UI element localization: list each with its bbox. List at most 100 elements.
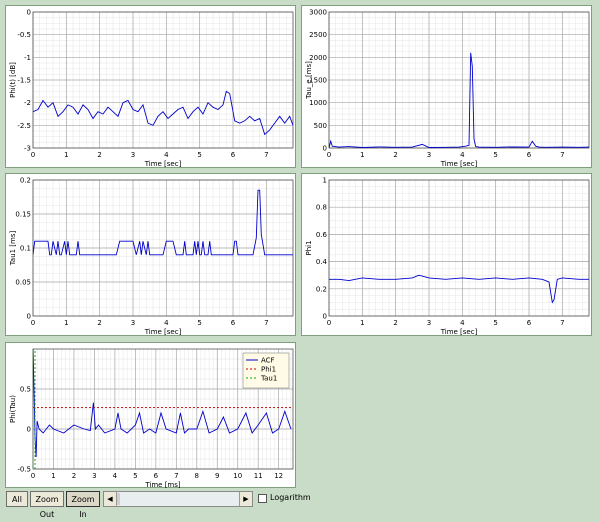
y-tick-label: 1 bbox=[323, 177, 327, 185]
scroll-left-icon[interactable]: ◀ bbox=[104, 492, 117, 506]
y-tick-label: 2500 bbox=[309, 31, 327, 39]
y-tick-label: 0 bbox=[323, 145, 327, 153]
y-tick-label: 500 bbox=[314, 122, 327, 130]
x-tick-label: 4 bbox=[164, 319, 169, 327]
x-tick-label: 4 bbox=[460, 151, 465, 159]
x-tick-label: 3 bbox=[427, 319, 431, 327]
x-tick-label: 7 bbox=[264, 151, 268, 159]
y-axis-label: Phi1 bbox=[305, 240, 313, 255]
x-tick-label: 10 bbox=[233, 472, 242, 480]
x-tick-label: 6 bbox=[154, 472, 159, 480]
y-tick-label: 3000 bbox=[309, 9, 327, 17]
y-tick-label: 0.6 bbox=[316, 231, 328, 239]
chart-tau1: 0 1 2 3 4 5 6 7 0 0.05 0.1 0.15 0.2 Time [sec] Tau1 [m… bbox=[5, 173, 296, 336]
x-axis-label: Time [sec] bbox=[440, 160, 478, 168]
zoom-in-button[interactable]: Zoom In bbox=[66, 491, 100, 519]
x-axis-label: Time [sec] bbox=[440, 328, 478, 336]
x-tick-label: 0 bbox=[327, 319, 331, 327]
y-axis-label: Tau1 [ms] bbox=[9, 231, 17, 267]
x-axis-label: Time [sec] bbox=[144, 328, 182, 336]
y-tick-label: 0 bbox=[27, 313, 31, 321]
x-tick-label: 5 bbox=[493, 319, 497, 327]
y-tick-label: 0.8 bbox=[316, 204, 327, 212]
x-tick-label: 1 bbox=[360, 319, 364, 327]
y-axis-label: Tau_e [ms] bbox=[305, 61, 313, 100]
scroll-right-icon[interactable]: ▶ bbox=[239, 492, 252, 506]
x-tick-label: 0 bbox=[327, 151, 331, 159]
horizontal-scrollbar[interactable]: ◀ ▶ bbox=[103, 491, 253, 507]
x-tick-label: 6 bbox=[231, 319, 236, 327]
x-tick-label: 3 bbox=[131, 319, 135, 327]
x-tick-label: 1 bbox=[360, 151, 364, 159]
y-tick-label: -3 bbox=[24, 145, 31, 153]
y-tick-label: 2000 bbox=[309, 54, 327, 62]
plot-frame bbox=[328, 11, 590, 149]
x-tick-label: 11 bbox=[254, 472, 263, 480]
chart-svg-phi1: 0 1 2 3 4 5 6 7 0 0.2 0.4 0.6 0.8 1 Time [sec] Phi1 bbox=[305, 177, 590, 336]
scroll-thumb[interactable] bbox=[117, 493, 120, 505]
series-line-0 bbox=[329, 52, 589, 148]
x-tick-label: 3 bbox=[92, 472, 96, 480]
x-tick-label: 4 bbox=[460, 319, 465, 327]
x-tick-label: 4 bbox=[113, 472, 118, 480]
x-tick-label: 9 bbox=[215, 472, 219, 480]
y-tick-label: 0 bbox=[27, 9, 31, 17]
x-tick-label: 5 bbox=[493, 151, 497, 159]
series-line-0 bbox=[33, 189, 293, 256]
legend-entry: Tau1 bbox=[260, 375, 277, 383]
x-tick-label: 6 bbox=[527, 151, 532, 159]
chart-phi-t: 0 1 2 3 4 5 6 7 0 -0.5 -1 -1.5 -2 -2.5 -3 Time [sec] Phi… bbox=[5, 5, 296, 168]
y-axis-label: Phi(Tau) bbox=[9, 395, 17, 423]
y-tick-label: 0.5 bbox=[20, 386, 31, 394]
x-tick-label: 1 bbox=[64, 319, 68, 327]
legend-entry: Phi1 bbox=[261, 366, 276, 374]
y-tick-label: 0 bbox=[323, 313, 327, 321]
y-axis-label: Phi(t) [dB] bbox=[9, 62, 17, 98]
y-tick-label: 0.2 bbox=[316, 285, 327, 293]
plot-frame bbox=[32, 11, 294, 149]
series-line-0 bbox=[329, 274, 589, 304]
logarithm-label: Logarithm bbox=[270, 493, 311, 502]
x-tick-label: 7 bbox=[560, 151, 564, 159]
y-tick-label: 1500 bbox=[309, 77, 327, 85]
y-tick-label: -0.5 bbox=[17, 31, 31, 39]
x-tick-label: 5 bbox=[197, 151, 201, 159]
y-tick-label: 0.2 bbox=[20, 177, 31, 185]
x-tick-label: 2 bbox=[393, 151, 397, 159]
x-tick-label: 8 bbox=[195, 472, 199, 480]
y-tick-label: 0.1 bbox=[20, 245, 31, 253]
legend-entry: ACF bbox=[261, 357, 275, 365]
y-tick-label: 0.15 bbox=[15, 211, 31, 219]
y-tick-label: -2.5 bbox=[17, 122, 31, 130]
x-tick-label: 1 bbox=[51, 472, 55, 480]
legend-box bbox=[242, 352, 290, 389]
x-tick-label: 7 bbox=[560, 319, 564, 327]
x-axis-label: Time [ms] bbox=[144, 481, 181, 489]
y-tick-label: 0.05 bbox=[15, 279, 31, 287]
x-tick-label: 6 bbox=[231, 151, 236, 159]
y-tick-label: 1000 bbox=[309, 99, 327, 107]
chart-phi1: 0 1 2 3 4 5 6 7 0 0.2 0.4 0.6 0.8 1 Time [sec] Phi1 bbox=[301, 173, 592, 336]
plot-frame bbox=[32, 348, 294, 470]
zoom-out-button[interactable]: Zoom Out bbox=[30, 491, 64, 519]
chart-acf: 0 1 2 3 4 5 6 7 8 9 10 11 12 -0.5 0 0.5 Time [ms] Phi(Tau… bbox=[5, 342, 296, 489]
y-tick-label: -0.5 bbox=[17, 466, 31, 474]
logarithm-checkbox[interactable] bbox=[258, 494, 267, 503]
x-tick-label: 5 bbox=[133, 472, 137, 480]
chart-tau-e: 0 1 2 3 4 5 6 7 0 500 1000 1500 2000 2500 3000 Time [se… bbox=[301, 5, 592, 168]
x-tick-label: 2 bbox=[393, 319, 397, 327]
y-tick-label: 0 bbox=[27, 426, 31, 434]
chart-svg-tau-e: 0 1 2 3 4 5 6 7 0 500 1000 1500 2000 2500 3000 Time [se… bbox=[305, 9, 590, 168]
x-tick-label: 0 bbox=[31, 319, 35, 327]
x-tick-label: 2 bbox=[97, 319, 101, 327]
x-tick-label: 0 bbox=[31, 151, 35, 159]
x-tick-label: 0 bbox=[31, 472, 35, 480]
y-tick-label: -1 bbox=[24, 54, 31, 62]
x-tick-label: 5 bbox=[197, 319, 201, 327]
all-button[interactable]: All bbox=[6, 491, 28, 507]
plot-frame bbox=[328, 179, 590, 317]
x-tick-label: 12 bbox=[274, 472, 283, 480]
y-tick-label: 0.4 bbox=[316, 258, 328, 266]
chart-svg-tau1: 0 1 2 3 4 5 6 7 0 0.05 0.1 0.15 0.2 Time [sec] Tau1 [m… bbox=[9, 177, 294, 336]
